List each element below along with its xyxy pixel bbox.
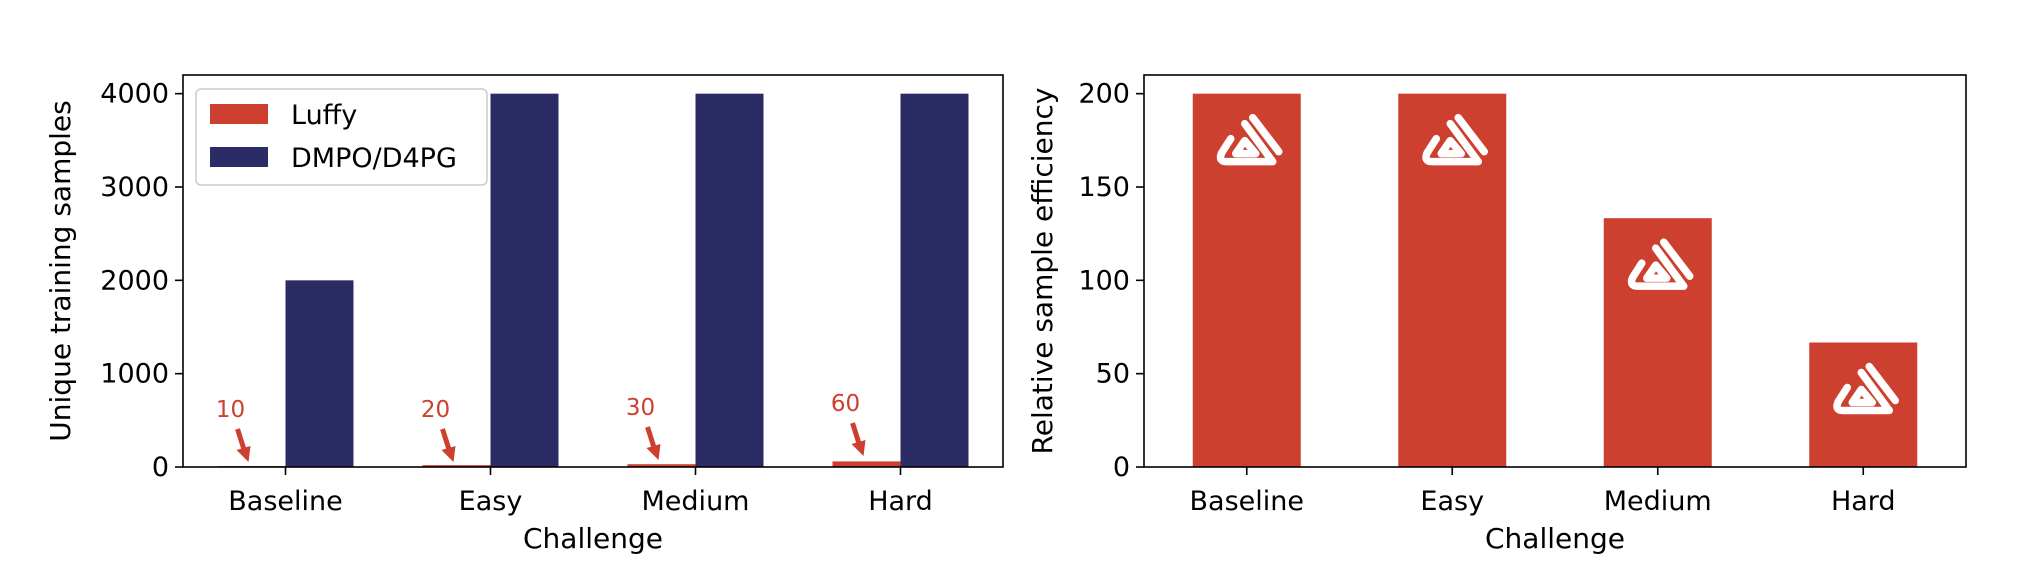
annotation-label: 30 — [626, 395, 655, 421]
y-tick-label: 1000 — [100, 359, 169, 390]
y-tick-label: 0 — [152, 452, 169, 483]
chart-relative-sample-efficiency: 0 50 100 150 200 Baseline Easy Medium Hard Challe… — [1026, 74, 1967, 555]
dmpo-bar-baseline — [285, 280, 354, 467]
logo-outer-stroke — [1216, 119, 1277, 166]
logo-outer-stroke — [1833, 368, 1893, 415]
luffy-logo-icon — [1627, 238, 1694, 290]
efficiency-bar-medium — [1603, 218, 1712, 467]
logo-inner-triangle — [1848, 385, 1876, 407]
x-tick-label: Medium — [1604, 486, 1712, 517]
x-axis-title: Challenge — [523, 522, 663, 555]
y-tick-label: 200 — [1078, 79, 1130, 110]
y-tick-label: 50 — [1096, 359, 1130, 390]
dmpo-bar-medium — [695, 93, 764, 468]
annotation-label: 20 — [421, 397, 450, 423]
y-tick-label: 4000 — [100, 79, 169, 110]
annotation-label: 60 — [831, 391, 860, 417]
y-tick-label: 100 — [1078, 265, 1130, 296]
logo-side-stroke — [1660, 238, 1694, 280]
x-tick-label: Easy — [459, 486, 523, 517]
annotation-arrow-shaft — [440, 428, 452, 452]
luffy-logo-icon — [1422, 113, 1488, 166]
annotation-arrow-shaft — [235, 428, 247, 452]
logo-inner-triangle — [1232, 136, 1260, 158]
x-axis-title: Challenge — [1485, 522, 1625, 555]
x-tick-label: Baseline — [1190, 486, 1304, 517]
x-tick-label: Hard — [1831, 486, 1896, 517]
annotation-arrow-head — [441, 446, 456, 462]
plot-frame — [182, 74, 1004, 468]
legend-label-luffy: Luffy — [291, 100, 357, 131]
y-axis-title: Unique training samples — [44, 100, 77, 441]
y-tick-label: 150 — [1078, 172, 1130, 203]
logo-outer-stroke — [1627, 244, 1688, 290]
y-tick-label: 2000 — [100, 265, 169, 296]
annotation-arrow-head — [851, 440, 866, 456]
x-tick-label: Easy — [1420, 486, 1484, 517]
annotation-label: 10 — [216, 397, 245, 423]
luffy-bar-medium — [627, 464, 696, 467]
logo-inner-triangle — [1437, 136, 1465, 158]
logo-inner-triangle — [1643, 261, 1671, 282]
legend-box — [195, 88, 488, 186]
efficiency-bar-baseline — [1192, 93, 1301, 468]
annotation-arrow-shaft — [850, 422, 862, 446]
legend: Luffy DMPO/D4PG — [195, 88, 488, 186]
annotation-arrow-head — [236, 446, 251, 462]
x-tick-label: Medium — [642, 486, 750, 517]
logo-side-stroke — [1454, 113, 1488, 156]
legend-label-dmpo: DMPO/D4PG — [291, 143, 457, 174]
x-tick-label: Baseline — [228, 486, 342, 517]
logo-side-stroke — [1249, 113, 1283, 156]
logo-side-stroke — [1865, 362, 1899, 405]
legend-swatch-luffy — [210, 104, 268, 124]
plot-frame — [1143, 74, 1967, 468]
y-axis-title: Relative sample efficiency — [1026, 88, 1059, 455]
luffy-bar-easy — [422, 465, 491, 467]
legend-swatch-dmpo — [210, 147, 268, 167]
annotation-arrow-shaft — [645, 426, 657, 450]
efficiency-bar-easy — [1398, 93, 1507, 468]
dmpo-bar-hard — [900, 93, 969, 468]
dmpo-bar-easy — [490, 93, 559, 468]
x-tick-label: Hard — [868, 486, 933, 517]
luffy-logo-icon — [1833, 362, 1899, 415]
chart-unique-training-samples: 0 1000 2000 3000 4000 Baseline Easy Medium Hard C… — [44, 74, 1004, 555]
luffy-bar-hard — [832, 461, 901, 467]
annotation-arrow-head — [646, 444, 661, 460]
y-tick-label: 3000 — [100, 172, 169, 203]
luffy-logo-icon — [1216, 113, 1283, 166]
y-tick-label: 0 — [1113, 452, 1130, 483]
logo-outer-stroke — [1422, 119, 1482, 166]
